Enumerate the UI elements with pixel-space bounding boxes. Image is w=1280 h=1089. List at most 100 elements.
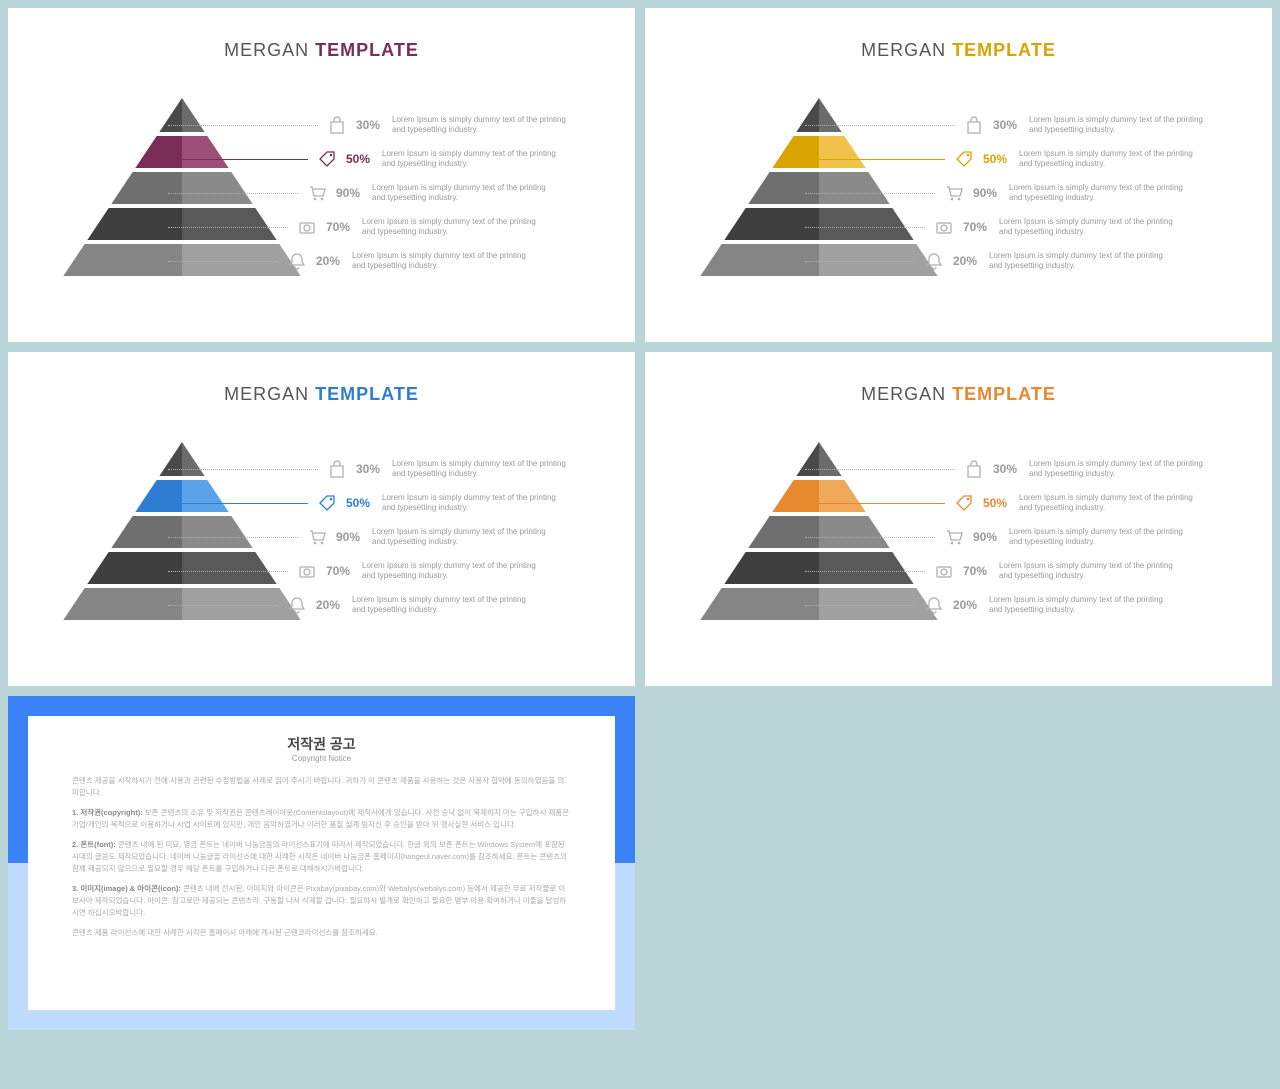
data-row: 50% Lorem Ipsum is simply dummy text of t…	[805, 142, 1232, 176]
row-percent: 50%	[346, 496, 374, 510]
bell-icon	[286, 250, 308, 272]
copyright-subtitle: Copyright Notice	[72, 754, 571, 763]
slide-1: MERGAN TEMPLATE 30% Lorem Ipsum is simply …	[8, 8, 635, 342]
row-text: Lorem Ipsum is simply dummy text of the …	[989, 251, 1169, 272]
title-part-a: MERGAN	[224, 384, 309, 404]
leader-line	[168, 469, 318, 470]
title-part-b: TEMPLATE	[315, 384, 419, 404]
bag-icon	[963, 458, 985, 480]
row-text: Lorem Ipsum is simply dummy text of the …	[392, 459, 572, 480]
row-text: Lorem Ipsum is simply dummy text of the …	[372, 527, 552, 548]
bell-icon	[923, 250, 945, 272]
data-rows: 30% Lorem Ipsum is simply dummy text of t…	[805, 108, 1232, 278]
data-row: 20%Lorem Ipsum is simply dummy text of t…	[168, 588, 595, 622]
slide-title: MERGAN TEMPLATE	[645, 8, 1272, 61]
row-percent: 30%	[993, 118, 1021, 132]
title-part-b: TEMPLATE	[952, 40, 1056, 60]
row-percent: 70%	[326, 564, 354, 578]
row-text: Lorem Ipsum is simply dummy text of the …	[1019, 149, 1199, 170]
slide-title: MERGAN TEMPLATE	[8, 8, 635, 61]
slide-3: MERGAN TEMPLATE 30% Lorem Ipsum is simply …	[8, 352, 635, 686]
leader-line	[805, 571, 925, 572]
leader-line	[168, 193, 298, 194]
leader-line	[805, 227, 925, 228]
row-percent: 20%	[953, 254, 981, 268]
row-percent: 30%	[993, 462, 1021, 476]
data-row: 70% Lorem Ipsum is simply dummy text of t…	[805, 210, 1232, 244]
copyright-p1: 1. 저작권(copyright): 보존 콘텐츠의 소유 및 저작권은 콘텐츠…	[72, 807, 571, 831]
data-row: 70% Lorem Ipsum is simply dummy text of t…	[168, 210, 595, 244]
cart-icon	[306, 526, 328, 548]
data-row: 20%Lorem Ipsum is simply dummy text of t…	[805, 588, 1232, 622]
blank-slot	[645, 696, 1272, 1030]
slide-4: MERGAN TEMPLATE 30% Lorem Ipsum is simply …	[645, 352, 1272, 686]
cart-icon	[943, 526, 965, 548]
leader-line	[168, 159, 308, 160]
row-text: Lorem Ipsum is simply dummy text of the …	[1009, 183, 1189, 204]
row-text: Lorem Ipsum is simply dummy text of the …	[1029, 115, 1209, 136]
bell-icon	[923, 594, 945, 616]
row-percent: 30%	[356, 462, 384, 476]
data-row: 30% Lorem Ipsum is simply dummy text of t…	[168, 452, 595, 486]
leader-line	[805, 537, 935, 538]
row-percent: 70%	[326, 220, 354, 234]
row-text: Lorem Ipsum is simply dummy text of the …	[999, 217, 1179, 238]
slide-title: MERGAN TEMPLATE	[645, 352, 1272, 405]
data-row: 50%Lorem Ipsum is simply dummy text of t…	[805, 486, 1232, 520]
data-row: 20% Lorem Ipsum is simply dummy text of t…	[168, 244, 595, 278]
copyright-title: 저작권 공고	[72, 734, 571, 754]
row-text: Lorem Ipsum is simply dummy text of the …	[372, 183, 552, 204]
row-percent: 30%	[356, 118, 384, 132]
data-row: 70%Lorem Ipsum is simply dummy text of t…	[168, 554, 595, 588]
leader-line	[805, 125, 955, 126]
copyright-p3: 3. 이미지(image) & 아이콘(icon): 콘텐츠 내에 전시된, 이…	[72, 883, 571, 919]
slide-copyright: 저작권 공고 Copyright Notice 콘텐츠 제공을 시작하시기 전에…	[8, 696, 635, 1030]
row-text: Lorem Ipsum is simply dummy text of the …	[382, 149, 562, 170]
row-percent: 50%	[983, 152, 1011, 166]
data-rows: 30% Lorem Ipsum is simply dummy text of t…	[805, 452, 1232, 622]
bag-icon	[326, 458, 348, 480]
data-row: 50% Lorem Ipsum is simply dummy text of t…	[168, 142, 595, 176]
copyright-p4: 콘텐츠 제품 라이선스에 대한 사례한 시각은 홈페이시 아래에 게시된 근텐코…	[72, 927, 571, 939]
bell-icon	[286, 594, 308, 616]
row-percent: 70%	[963, 220, 991, 234]
title-part-a: MERGAN	[861, 40, 946, 60]
data-row: 50%Lorem Ipsum is simply dummy text of t…	[168, 486, 595, 520]
row-percent: 90%	[973, 530, 1001, 544]
data-row: 30% Lorem Ipsum is simply dummy text of t…	[805, 108, 1232, 142]
row-percent: 70%	[963, 564, 991, 578]
data-row: 30%Lorem Ipsum is simply dummy text of t…	[805, 452, 1232, 486]
row-text: Lorem Ipsum is simply dummy text of the …	[362, 217, 542, 238]
data-row: 70%Lorem Ipsum is simply dummy text of t…	[805, 554, 1232, 588]
row-text: Lorem Ipsum is simply dummy text of the …	[392, 115, 572, 136]
copyright-p2: 2. 폰트(font): 콘텐츠 내에 된 미묘, 영금 폰트는 네이버 나눔금…	[72, 839, 571, 875]
data-row: 90%Lorem Ipsum is simply dummy text of t…	[168, 520, 595, 554]
leader-line	[805, 605, 915, 606]
leader-line	[168, 125, 318, 126]
leader-line	[168, 605, 278, 606]
row-text: Lorem Ipsum is simply dummy text of the …	[352, 251, 532, 272]
camera-icon	[933, 560, 955, 582]
copyright-p0: 콘텐츠 제공을 시작하시기 전에 사용과 관련된 수정방법을 사례로 읽어 주시…	[72, 775, 571, 799]
row-percent: 50%	[346, 152, 374, 166]
title-part-a: MERGAN	[861, 384, 946, 404]
cart-icon	[306, 182, 328, 204]
row-text: Lorem Ipsum is simply dummy text of the …	[1019, 493, 1199, 514]
data-row: 30% Lorem Ipsum is simply dummy text of t…	[168, 108, 595, 142]
leader-line	[168, 261, 278, 262]
leader-line	[805, 193, 935, 194]
cart-icon	[943, 182, 965, 204]
row-percent: 20%	[316, 254, 344, 268]
tag-icon	[953, 492, 975, 514]
data-row: 20% Lorem Ipsum is simply dummy text of t…	[805, 244, 1232, 278]
camera-icon	[933, 216, 955, 238]
data-row: 90%Lorem Ipsum is simply dummy text of t…	[168, 176, 595, 210]
leader-line	[805, 503, 945, 504]
title-part-a: MERGAN	[224, 40, 309, 60]
tag-icon	[316, 148, 338, 170]
bag-icon	[326, 114, 348, 136]
slide-title: MERGAN TEMPLATE	[8, 352, 635, 405]
slide-2: MERGAN TEMPLATE 30% Lorem Ipsum is simply …	[645, 8, 1272, 342]
leader-line	[168, 503, 308, 504]
data-row: 90%Lorem Ipsum is simply dummy text of t…	[805, 176, 1232, 210]
